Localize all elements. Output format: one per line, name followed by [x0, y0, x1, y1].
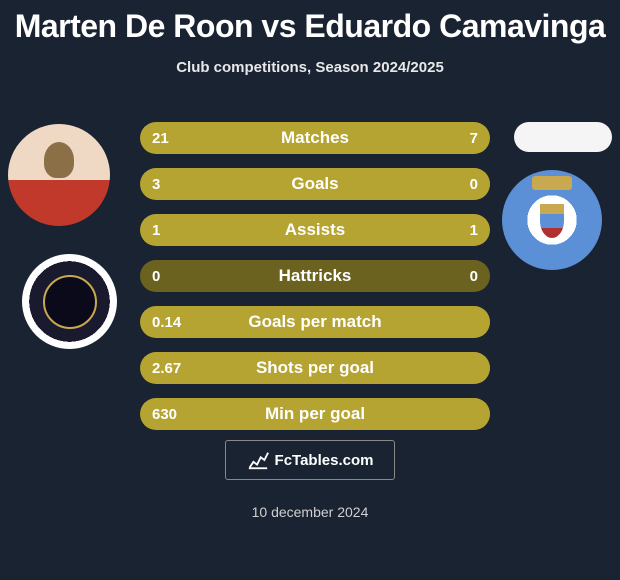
stat-value-right: 7: [470, 122, 478, 154]
chart-icon: [247, 449, 269, 471]
player-right-avatar: [514, 122, 612, 152]
stat-row: 0.14Goals per match: [140, 306, 490, 338]
stat-label: Matches: [140, 122, 490, 154]
brand-text: FcTables.com: [275, 452, 374, 469]
stat-row: 21Matches7: [140, 122, 490, 154]
stats-bars: 21Matches73Goals01Assists10Hattricks00.1…: [140, 122, 490, 444]
subtitle: Club competitions, Season 2024/2025: [0, 59, 620, 76]
stat-row: 630Min per goal: [140, 398, 490, 430]
stat-label: Goals per match: [140, 306, 490, 338]
club-right-crest: [502, 170, 602, 270]
stat-value-right: 1: [470, 214, 478, 246]
stat-label: Assists: [140, 214, 490, 246]
page-title: Marten De Roon vs Eduardo Camavinga: [0, 0, 620, 45]
stat-label: Shots per goal: [140, 352, 490, 384]
brand-box: FcTables.com: [225, 440, 395, 480]
stat-row: 3Goals0: [140, 168, 490, 200]
stat-label: Min per goal: [140, 398, 490, 430]
stat-value-right: 0: [470, 168, 478, 200]
player-left-avatar: [8, 124, 110, 226]
stat-row: 2.67Shots per goal: [140, 352, 490, 384]
stat-label: Hattricks: [140, 260, 490, 292]
date-text: 10 december 2024: [0, 504, 620, 520]
club-left-crest: [22, 254, 117, 349]
stat-row: 1Assists1: [140, 214, 490, 246]
stat-row: 0Hattricks0: [140, 260, 490, 292]
stat-label: Goals: [140, 168, 490, 200]
stat-value-right: 0: [470, 260, 478, 292]
